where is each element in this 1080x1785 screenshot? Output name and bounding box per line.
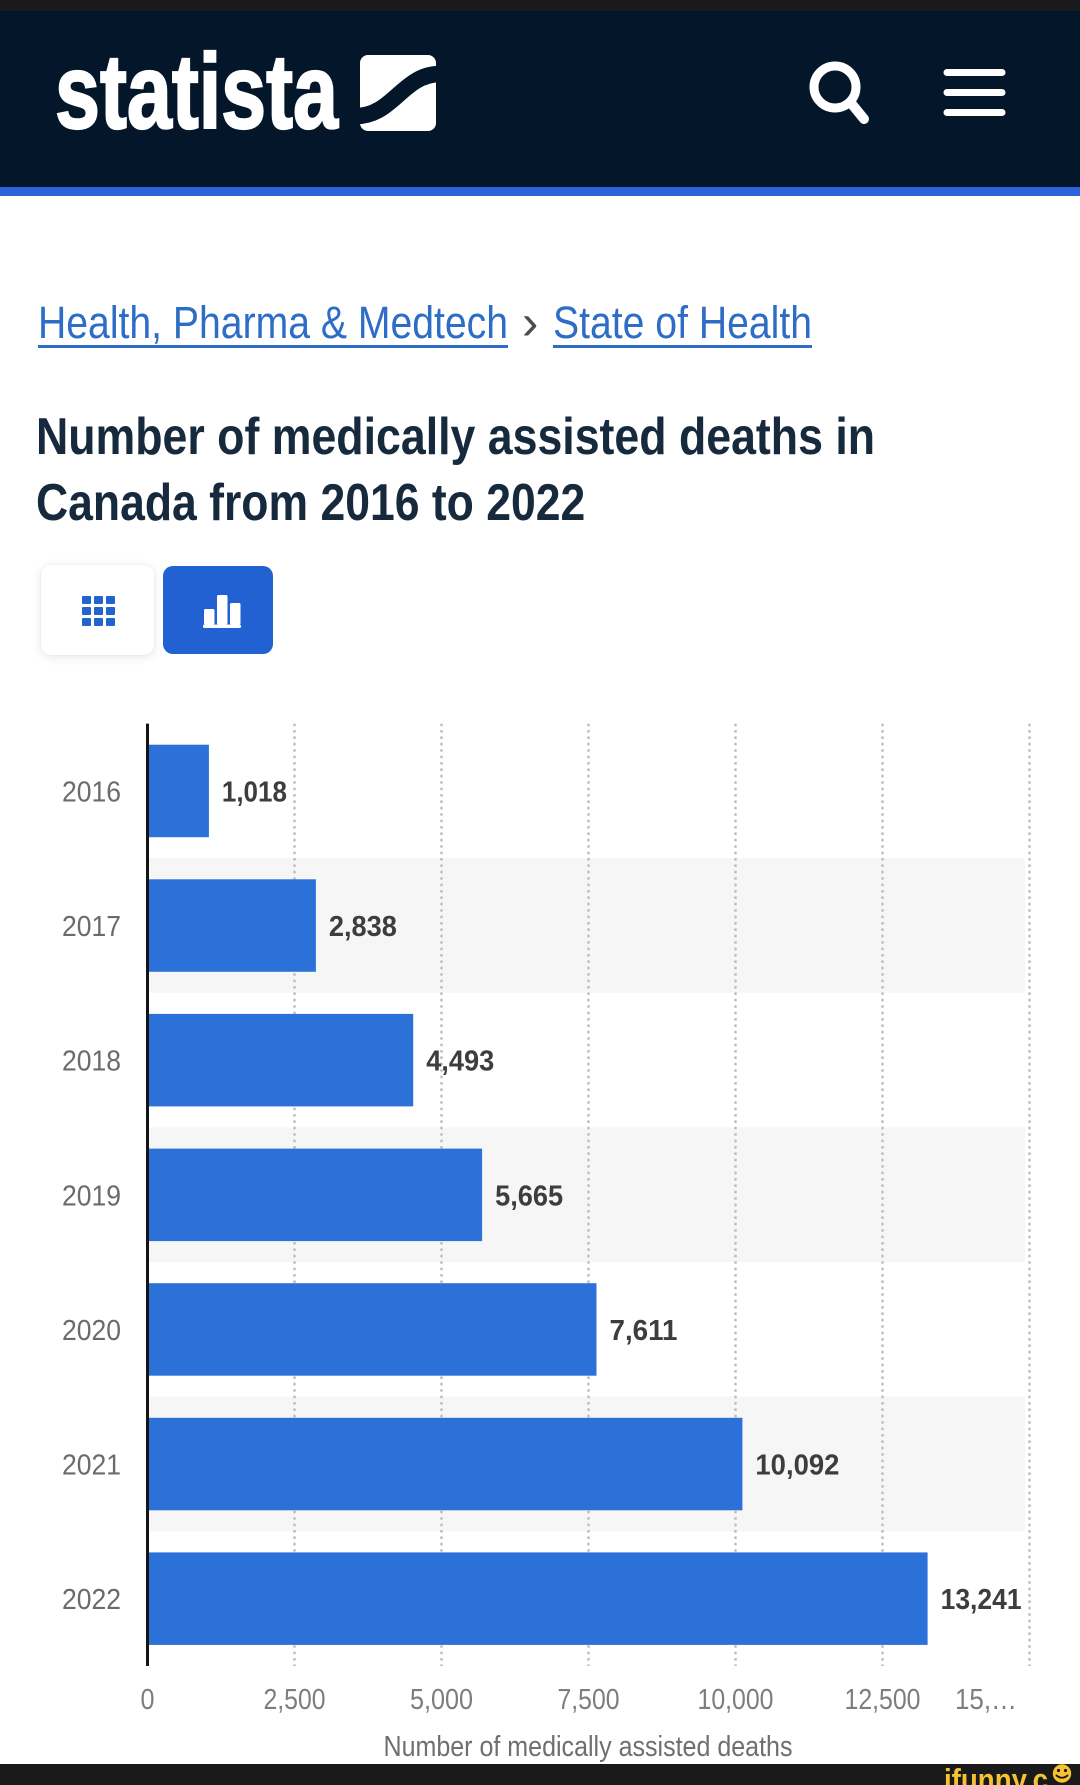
svg-text:7,611: 7,611	[610, 1315, 678, 1347]
svg-text:2021: 2021	[62, 1450, 121, 1482]
svg-text:2,838: 2,838	[329, 911, 397, 943]
svg-text:2016: 2016	[62, 776, 121, 808]
svg-text:Number of medically assisted d: Number of medically assisted deaths	[384, 1731, 793, 1762]
svg-text:2018: 2018	[62, 1046, 121, 1078]
svg-text:13,241: 13,241	[941, 1584, 1022, 1616]
svg-text:5,665: 5,665	[495, 1180, 563, 1212]
svg-text:2020: 2020	[62, 1315, 121, 1347]
svg-text:2017: 2017	[62, 911, 121, 943]
svg-text:2,500: 2,500	[264, 1684, 326, 1716]
svg-text:statista: statista	[55, 33, 339, 151]
svg-text:7,500: 7,500	[558, 1684, 620, 1716]
svg-text:5,000: 5,000	[410, 1684, 473, 1716]
svg-text:2019: 2019	[62, 1180, 121, 1212]
svg-text:1,018: 1,018	[222, 776, 287, 808]
svg-text:12,500: 12,500	[845, 1684, 921, 1716]
svg-text:10,000: 10,000	[698, 1684, 774, 1716]
svg-text:10,092: 10,092	[755, 1450, 839, 1482]
svg-text:0: 0	[141, 1684, 155, 1716]
svg-text:4,493: 4,493	[426, 1046, 494, 1078]
svg-text:ifunny.c: ifunny.c	[944, 1764, 1048, 1785]
svg-text:2022: 2022	[62, 1584, 121, 1616]
svg-text:15,…: 15,…	[955, 1684, 1017, 1716]
